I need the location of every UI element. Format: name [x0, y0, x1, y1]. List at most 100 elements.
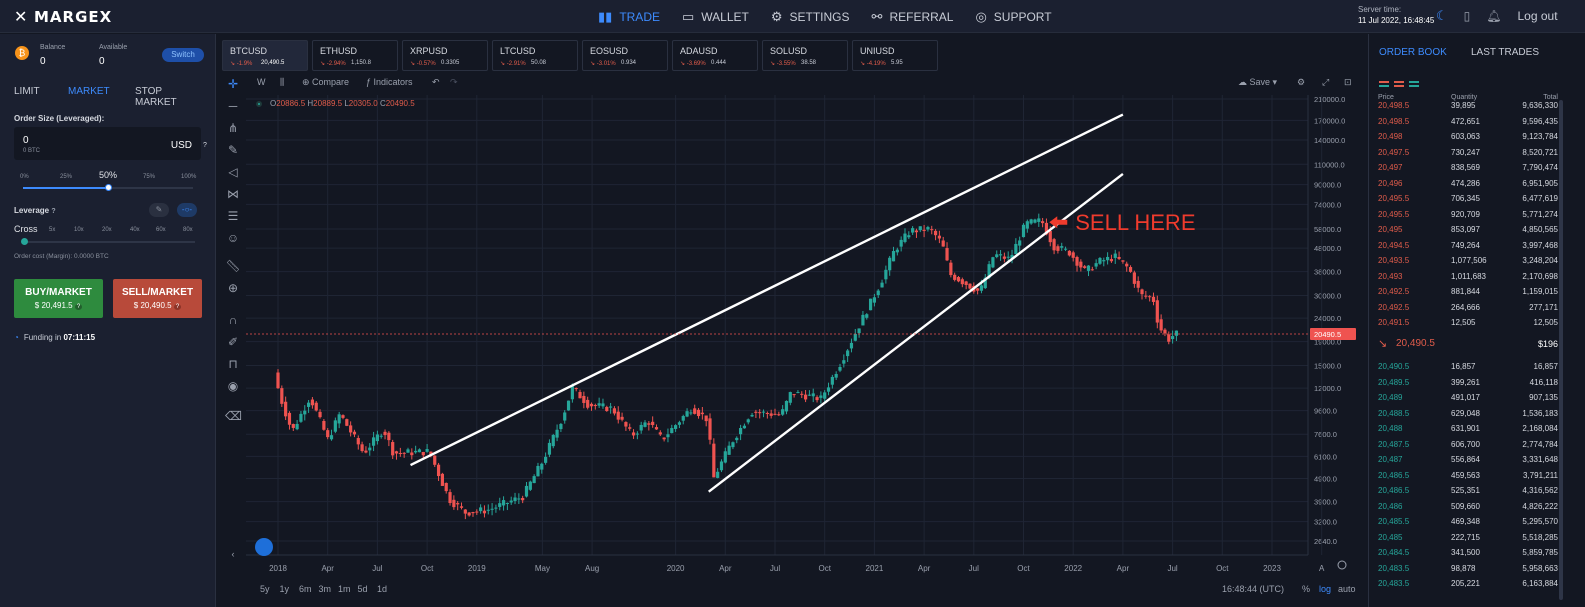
- lock-icon[interactable]: ⊓: [228, 357, 238, 371]
- range-button[interactable]: 1d: [377, 584, 388, 594]
- line-tool-icon[interactable]: ─: [228, 99, 238, 113]
- slider-mode-icon[interactable]: -○-: [177, 203, 197, 217]
- tab-order-book[interactable]: ORDER BOOK: [1379, 47, 1447, 58]
- bids-only-icon[interactable]: [1409, 81, 1419, 87]
- size-tick[interactable]: 25%: [60, 174, 73, 180]
- tab-last-trades[interactable]: LAST TRADES: [1471, 47, 1539, 58]
- ticker-tab-adausd[interactable]: ADAUSD ↘ -3.69% 0.444: [672, 40, 758, 71]
- redo-icon[interactable]: ↷: [450, 77, 458, 87]
- eye-icon[interactable]: ◉: [227, 379, 239, 393]
- range-button[interactable]: 6m: [299, 584, 312, 594]
- bid-row[interactable]: 20,489 491,017 907,135: [1378, 391, 1558, 406]
- range-button[interactable]: 1y: [279, 584, 290, 594]
- order-size-input[interactable]: 0 0 BTC USD: [14, 127, 201, 160]
- ask-row[interactable]: 20,495.5 920,709 5,771,274: [1378, 208, 1558, 223]
- buy-help-icon[interactable]: ?: [74, 304, 83, 310]
- bid-row[interactable]: 20,486 509,660 4,826,222: [1378, 500, 1558, 515]
- nav-trade[interactable]: ▮▮ TRADE: [598, 9, 660, 25]
- nav-support[interactable]: ◎ SUPPORT: [975, 9, 1051, 25]
- ask-row[interactable]: 20,494.5 749,264 3,997,468: [1378, 239, 1558, 254]
- ask-row[interactable]: 20,498 603,063 9,123,784: [1378, 130, 1558, 145]
- ticker-tab-solusd[interactable]: SOLUSD ↘ -3.55% 38.58: [762, 40, 848, 71]
- undo-icon[interactable]: ↶: [432, 77, 440, 87]
- size-tick[interactable]: 0%: [20, 174, 29, 180]
- nav-settings[interactable]: ⚙ SETTINGS: [771, 9, 850, 25]
- help-icon[interactable]: ?: [203, 142, 207, 149]
- sell-market-button[interactable]: SELL/MARKET $ 20,490.5 ?: [113, 279, 202, 318]
- percent-toggle[interactable]: %: [1302, 584, 1311, 594]
- ask-row[interactable]: 20,495.5 706,345 6,477,619: [1378, 192, 1558, 207]
- ask-row[interactable]: 20,491.5 12,505 12,505: [1378, 316, 1558, 331]
- leverage-tick[interactable]: 40x: [130, 227, 140, 233]
- ask-row[interactable]: 20,492.5 264,666 277,171: [1378, 301, 1558, 316]
- log-toggle[interactable]: log: [1319, 584, 1332, 594]
- leverage-help-icon[interactable]: ?: [51, 208, 56, 215]
- sell-help-icon[interactable]: ?: [173, 304, 182, 310]
- leverage-tick[interactable]: 80x: [183, 227, 193, 233]
- chart-settings-icon[interactable]: [1337, 560, 1347, 570]
- save-button[interactable]: ☁ Save ▾: [1238, 77, 1278, 87]
- bid-row[interactable]: 20,484.5 341,500 5,859,785: [1378, 546, 1558, 561]
- leverage-tick[interactable]: 10x: [74, 227, 84, 233]
- crosshair-icon[interactable]: ✛: [227, 77, 239, 91]
- trendline[interactable]: [708, 172, 1124, 493]
- magnet-icon[interactable]: ∩: [228, 313, 238, 327]
- ask-row[interactable]: 20,498.5 39,895 9,636,330: [1378, 99, 1558, 114]
- order-size-slider-handle[interactable]: [105, 184, 112, 191]
- leverage-mode[interactable]: Cross: [14, 224, 38, 234]
- gear-icon[interactable]: ⚙: [1297, 77, 1306, 87]
- candle-type-icon[interactable]: ⫼: [280, 77, 285, 87]
- trash-icon[interactable]: ⌫: [225, 409, 242, 423]
- ask-row[interactable]: 20,495 853,097 4,850,565: [1378, 223, 1558, 238]
- ask-row[interactable]: 20,493.5 1,077,506 3,248,204: [1378, 254, 1558, 269]
- asks-only-icon[interactable]: [1394, 81, 1404, 87]
- range-button[interactable]: 3m: [318, 584, 332, 594]
- ask-row[interactable]: 20,492.5 881,844 1,159,015: [1378, 285, 1558, 300]
- bid-row[interactable]: 20,487 556,864 3,331,648: [1378, 453, 1558, 468]
- mobile-icon[interactable]: ▯: [1463, 9, 1471, 23]
- range-button[interactable]: 5y: [260, 584, 270, 594]
- buy-market-button[interactable]: BUY/MARKET $ 20,491.5 ?: [14, 279, 103, 318]
- leverage-tick[interactable]: 20x: [102, 227, 112, 233]
- switch-button[interactable]: Switch: [162, 48, 204, 62]
- bid-row[interactable]: 20,485.5 469,348 5,295,570: [1378, 515, 1558, 530]
- auto-toggle[interactable]: auto: [1338, 584, 1356, 594]
- bid-row[interactable]: 20,490.5 16,857 16,857: [1378, 360, 1558, 375]
- eye-dot-icon[interactable]: [256, 101, 262, 107]
- order-book-scrollbar[interactable]: [1559, 100, 1563, 600]
- leverage-tick[interactable]: 60x: [156, 227, 166, 233]
- leverage-slider-handle[interactable]: [21, 238, 28, 245]
- indicators-button[interactable]: ƒ Indicators: [366, 77, 413, 87]
- bid-row[interactable]: 20,489.5 399,261 416,118: [1378, 376, 1558, 391]
- ticker-tab-btcusd[interactable]: BTCUSD ↘ -1.9% 20,490.5: [222, 40, 308, 71]
- both-sides-icon[interactable]: [1379, 81, 1389, 87]
- cloud-icon[interactable]: [255, 538, 273, 556]
- tab-limit[interactable]: LIMIT: [14, 86, 40, 97]
- pencil-icon[interactable]: ✎: [149, 203, 169, 217]
- ticker-tab-ltcusd[interactable]: LTCUSD ↘ -2.91% 50.08: [492, 40, 578, 71]
- interval-button[interactable]: W: [257, 77, 266, 87]
- pitchfork-icon[interactable]: ⋔: [227, 121, 239, 135]
- bid-row[interactable]: 20,485 222,715 5,518,285: [1378, 531, 1558, 546]
- emoji-icon[interactable]: ☺: [226, 231, 240, 245]
- fullscreen-icon[interactable]: ⤢: [1322, 77, 1330, 87]
- ask-row[interactable]: 20,497.5 730,247 8,520,721: [1378, 146, 1558, 161]
- logout-link[interactable]: Log out: [1517, 9, 1558, 23]
- size-tick[interactable]: 75%: [143, 174, 156, 180]
- ask-row[interactable]: 20,498.5 472,651 9,596,435: [1378, 115, 1558, 130]
- leverage-tick[interactable]: 5x: [49, 227, 56, 233]
- size-tick[interactable]: 100%: [181, 174, 197, 180]
- collapse-icon[interactable]: ‹: [231, 549, 235, 559]
- leverage-slider[interactable]: [25, 241, 195, 243]
- bid-row[interactable]: 20,486.5 459,563 3,791,211: [1378, 469, 1558, 484]
- shape-icon[interactable]: ◁: [228, 165, 238, 179]
- bid-row[interactable]: 20,483.5 98,878 5,958,663: [1378, 562, 1558, 577]
- ask-row[interactable]: 20,493 1,011,683 2,170,698: [1378, 270, 1558, 285]
- bid-row[interactable]: 20,487.5 606,700 2,774,784: [1378, 438, 1558, 453]
- range-button[interactable]: 5d: [357, 584, 368, 594]
- camera-icon[interactable]: ⊡: [1344, 77, 1352, 87]
- bid-row[interactable]: 20,483.5 205,221 6,163,884: [1378, 577, 1558, 592]
- size-tick-selected[interactable]: 50%: [99, 170, 118, 180]
- lock-drawing-icon[interactable]: ✐: [227, 335, 239, 349]
- nav-wallet[interactable]: ▭ WALLET: [682, 9, 749, 25]
